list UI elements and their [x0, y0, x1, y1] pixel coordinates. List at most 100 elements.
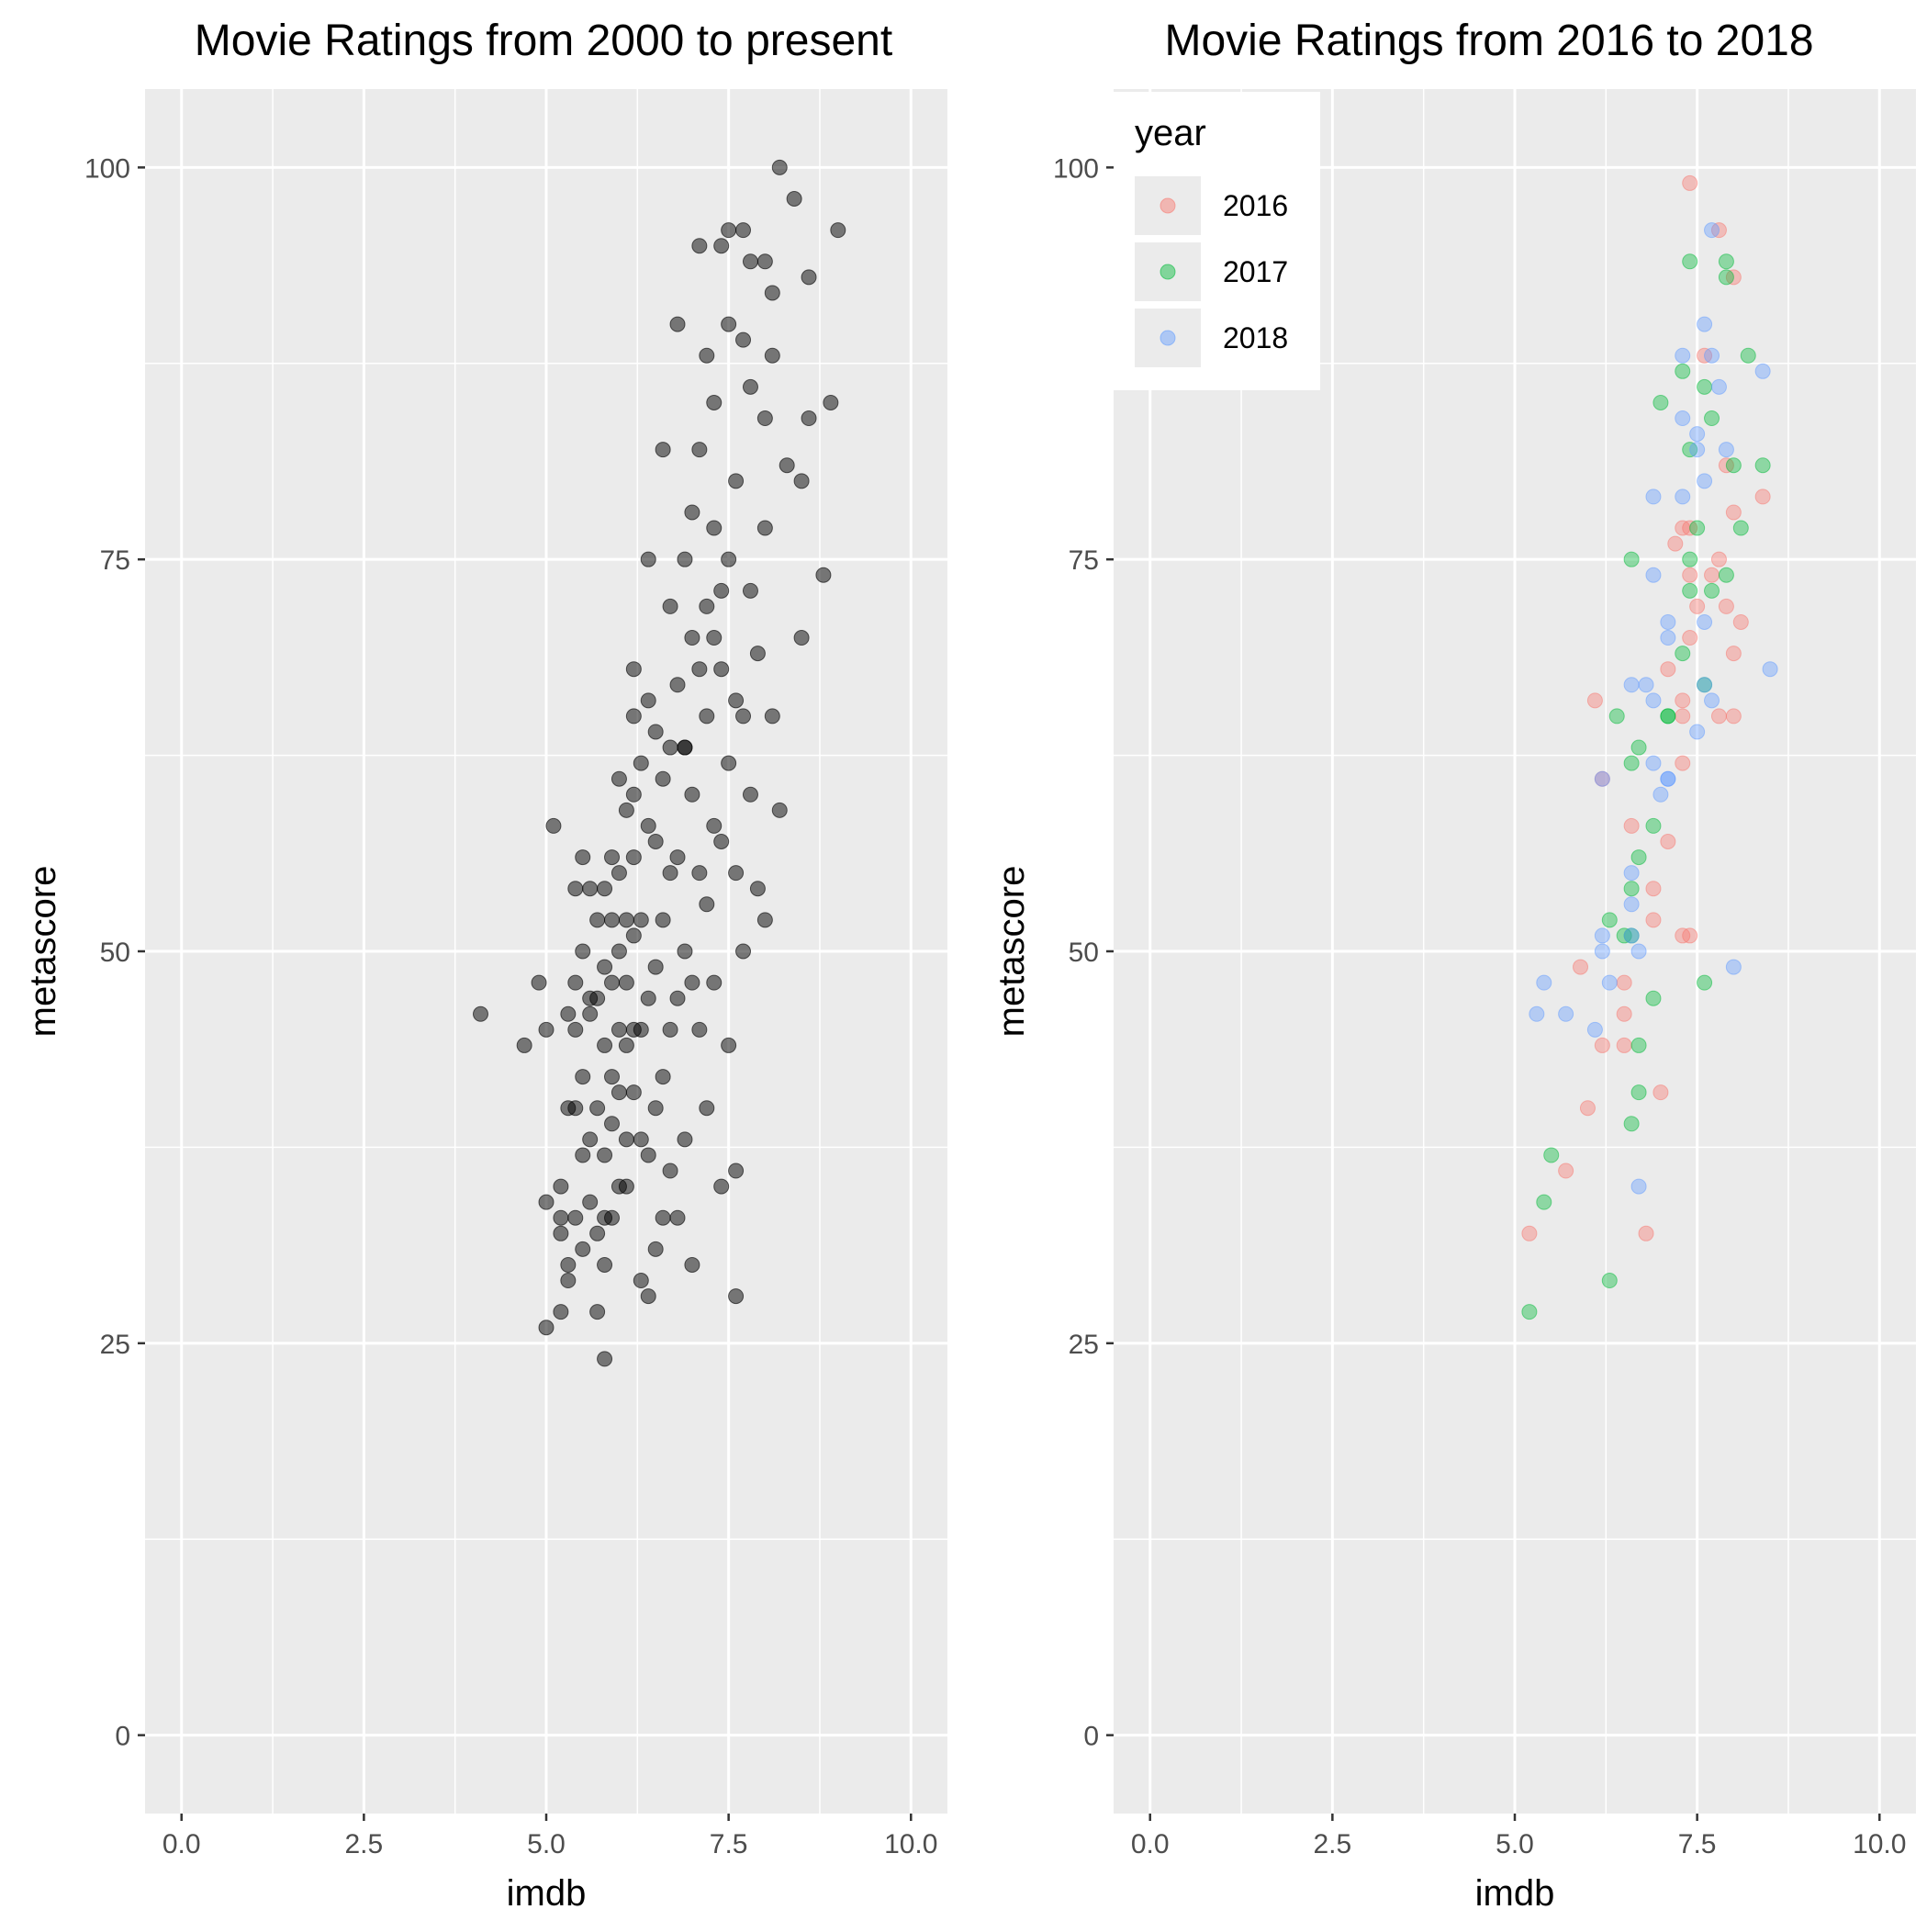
right-data-point	[1543, 1147, 1560, 1163]
left-data-point	[691, 865, 708, 882]
right-data-point	[1645, 912, 1662, 928]
left-data-point	[611, 770, 627, 787]
left-data-point	[538, 1194, 555, 1210]
right-data-point	[1616, 1005, 1632, 1022]
left-data-point	[625, 849, 642, 866]
left-data-point	[582, 1005, 599, 1022]
right-x-tick-label: 10.0	[1853, 1829, 1906, 1859]
right-data-point	[1623, 881, 1640, 897]
left-data-point	[793, 630, 810, 646]
right-data-point	[1623, 677, 1640, 693]
left-data-point	[618, 1178, 634, 1195]
legend-key-background	[1135, 309, 1201, 367]
left-chart-title: Movie Ratings from 2000 to present	[195, 17, 892, 65]
right-data-point	[1521, 1304, 1538, 1320]
left-data-point	[735, 943, 752, 960]
left-data-point	[669, 990, 686, 1006]
left-data-point	[669, 1209, 686, 1226]
left-y-tick-label: 0	[115, 1722, 130, 1752]
left-data-point	[771, 802, 788, 818]
left-data-point	[742, 582, 758, 599]
right-x-tick-label: 5.0	[1496, 1829, 1534, 1859]
left-data-point	[706, 630, 723, 646]
left-data-point	[823, 394, 839, 410]
right-data-point	[1675, 489, 1691, 505]
legend-key-background	[1135, 242, 1201, 301]
left-data-point	[706, 817, 723, 834]
left-data-point	[575, 1069, 591, 1085]
right-data-point	[1732, 613, 1749, 630]
left-data-point	[655, 1069, 671, 1085]
left-data-point	[713, 833, 730, 849]
left-data-point	[633, 912, 649, 928]
left-data-point	[721, 222, 737, 239]
left-data-point	[662, 598, 678, 614]
left-y-tick-label: 75	[100, 545, 130, 576]
left-data-point	[713, 582, 730, 599]
left-data-point	[647, 1100, 664, 1117]
right-data-point	[1762, 661, 1778, 678]
legend-label-2016: 2016	[1223, 189, 1288, 222]
left-data-point	[582, 1194, 599, 1210]
left-data-point	[749, 881, 766, 897]
left-data-point	[756, 253, 773, 270]
left-data-point	[742, 253, 758, 270]
right-data-point	[1586, 1021, 1603, 1038]
right-data-point	[1586, 692, 1603, 709]
left-data-point	[618, 802, 634, 818]
right-data-point	[1675, 646, 1691, 662]
right-data-point	[1675, 692, 1691, 709]
left-data-point	[779, 457, 795, 474]
left-data-point	[735, 222, 752, 239]
left-data-point	[604, 1209, 621, 1226]
legend-key-2018	[1160, 330, 1176, 346]
left-data-point	[567, 881, 584, 897]
right-ticks: 0.0 2.5 5.0 7.5 10.0 0 25 50 75 100	[1053, 153, 1907, 1859]
left-data-point	[611, 943, 627, 960]
right-data-point	[1573, 959, 1589, 975]
right-data-point	[1682, 253, 1698, 270]
left-ticks: 0.0 2.5 5.0 7.5 10.0 0 25 50 75 100	[84, 153, 938, 1859]
left-data-point	[684, 504, 700, 521]
left-data-point	[589, 912, 606, 928]
left-data-point	[706, 394, 723, 410]
left-data-point	[575, 943, 591, 960]
right-data-point	[1754, 363, 1771, 379]
left-data-point	[589, 1225, 606, 1241]
right-data-point	[1623, 551, 1640, 567]
left-data-point	[742, 786, 758, 803]
left-data-point	[589, 1304, 606, 1320]
left-data-point	[786, 191, 802, 208]
left-data-point	[735, 708, 752, 724]
right-x-tick-label: 2.5	[1314, 1829, 1352, 1859]
left-data-point	[618, 912, 634, 928]
right-data-point	[1697, 974, 1713, 991]
left-data-point	[640, 817, 656, 834]
left-data-point	[691, 238, 708, 254]
left-data-point	[640, 551, 656, 567]
left-data-point	[597, 881, 613, 897]
left-data-point	[713, 661, 730, 678]
left-data-point	[706, 520, 723, 536]
left-data-point	[801, 269, 817, 286]
right-y-tick-label: 25	[1069, 1330, 1099, 1360]
left-data-point	[611, 1021, 627, 1038]
left-x-tick-label: 7.5	[710, 1829, 748, 1859]
right-data-point	[1645, 567, 1662, 583]
right-data-point	[1616, 1037, 1632, 1053]
left-data-point	[830, 222, 846, 239]
left-data-point	[699, 598, 715, 614]
right-data-point	[1630, 849, 1647, 866]
right-data-point	[1529, 1005, 1545, 1022]
left-x-tick-label: 0.0	[162, 1829, 201, 1859]
right-data-point	[1697, 677, 1713, 693]
left-data-point	[538, 1021, 555, 1038]
right-data-point	[1718, 269, 1734, 286]
right-data-point	[1675, 520, 1691, 536]
right-data-point	[1697, 613, 1713, 630]
left-data-point	[633, 1021, 649, 1038]
left-data-point	[684, 786, 700, 803]
left-data-point	[582, 1131, 599, 1148]
right-data-point	[1601, 1273, 1618, 1289]
